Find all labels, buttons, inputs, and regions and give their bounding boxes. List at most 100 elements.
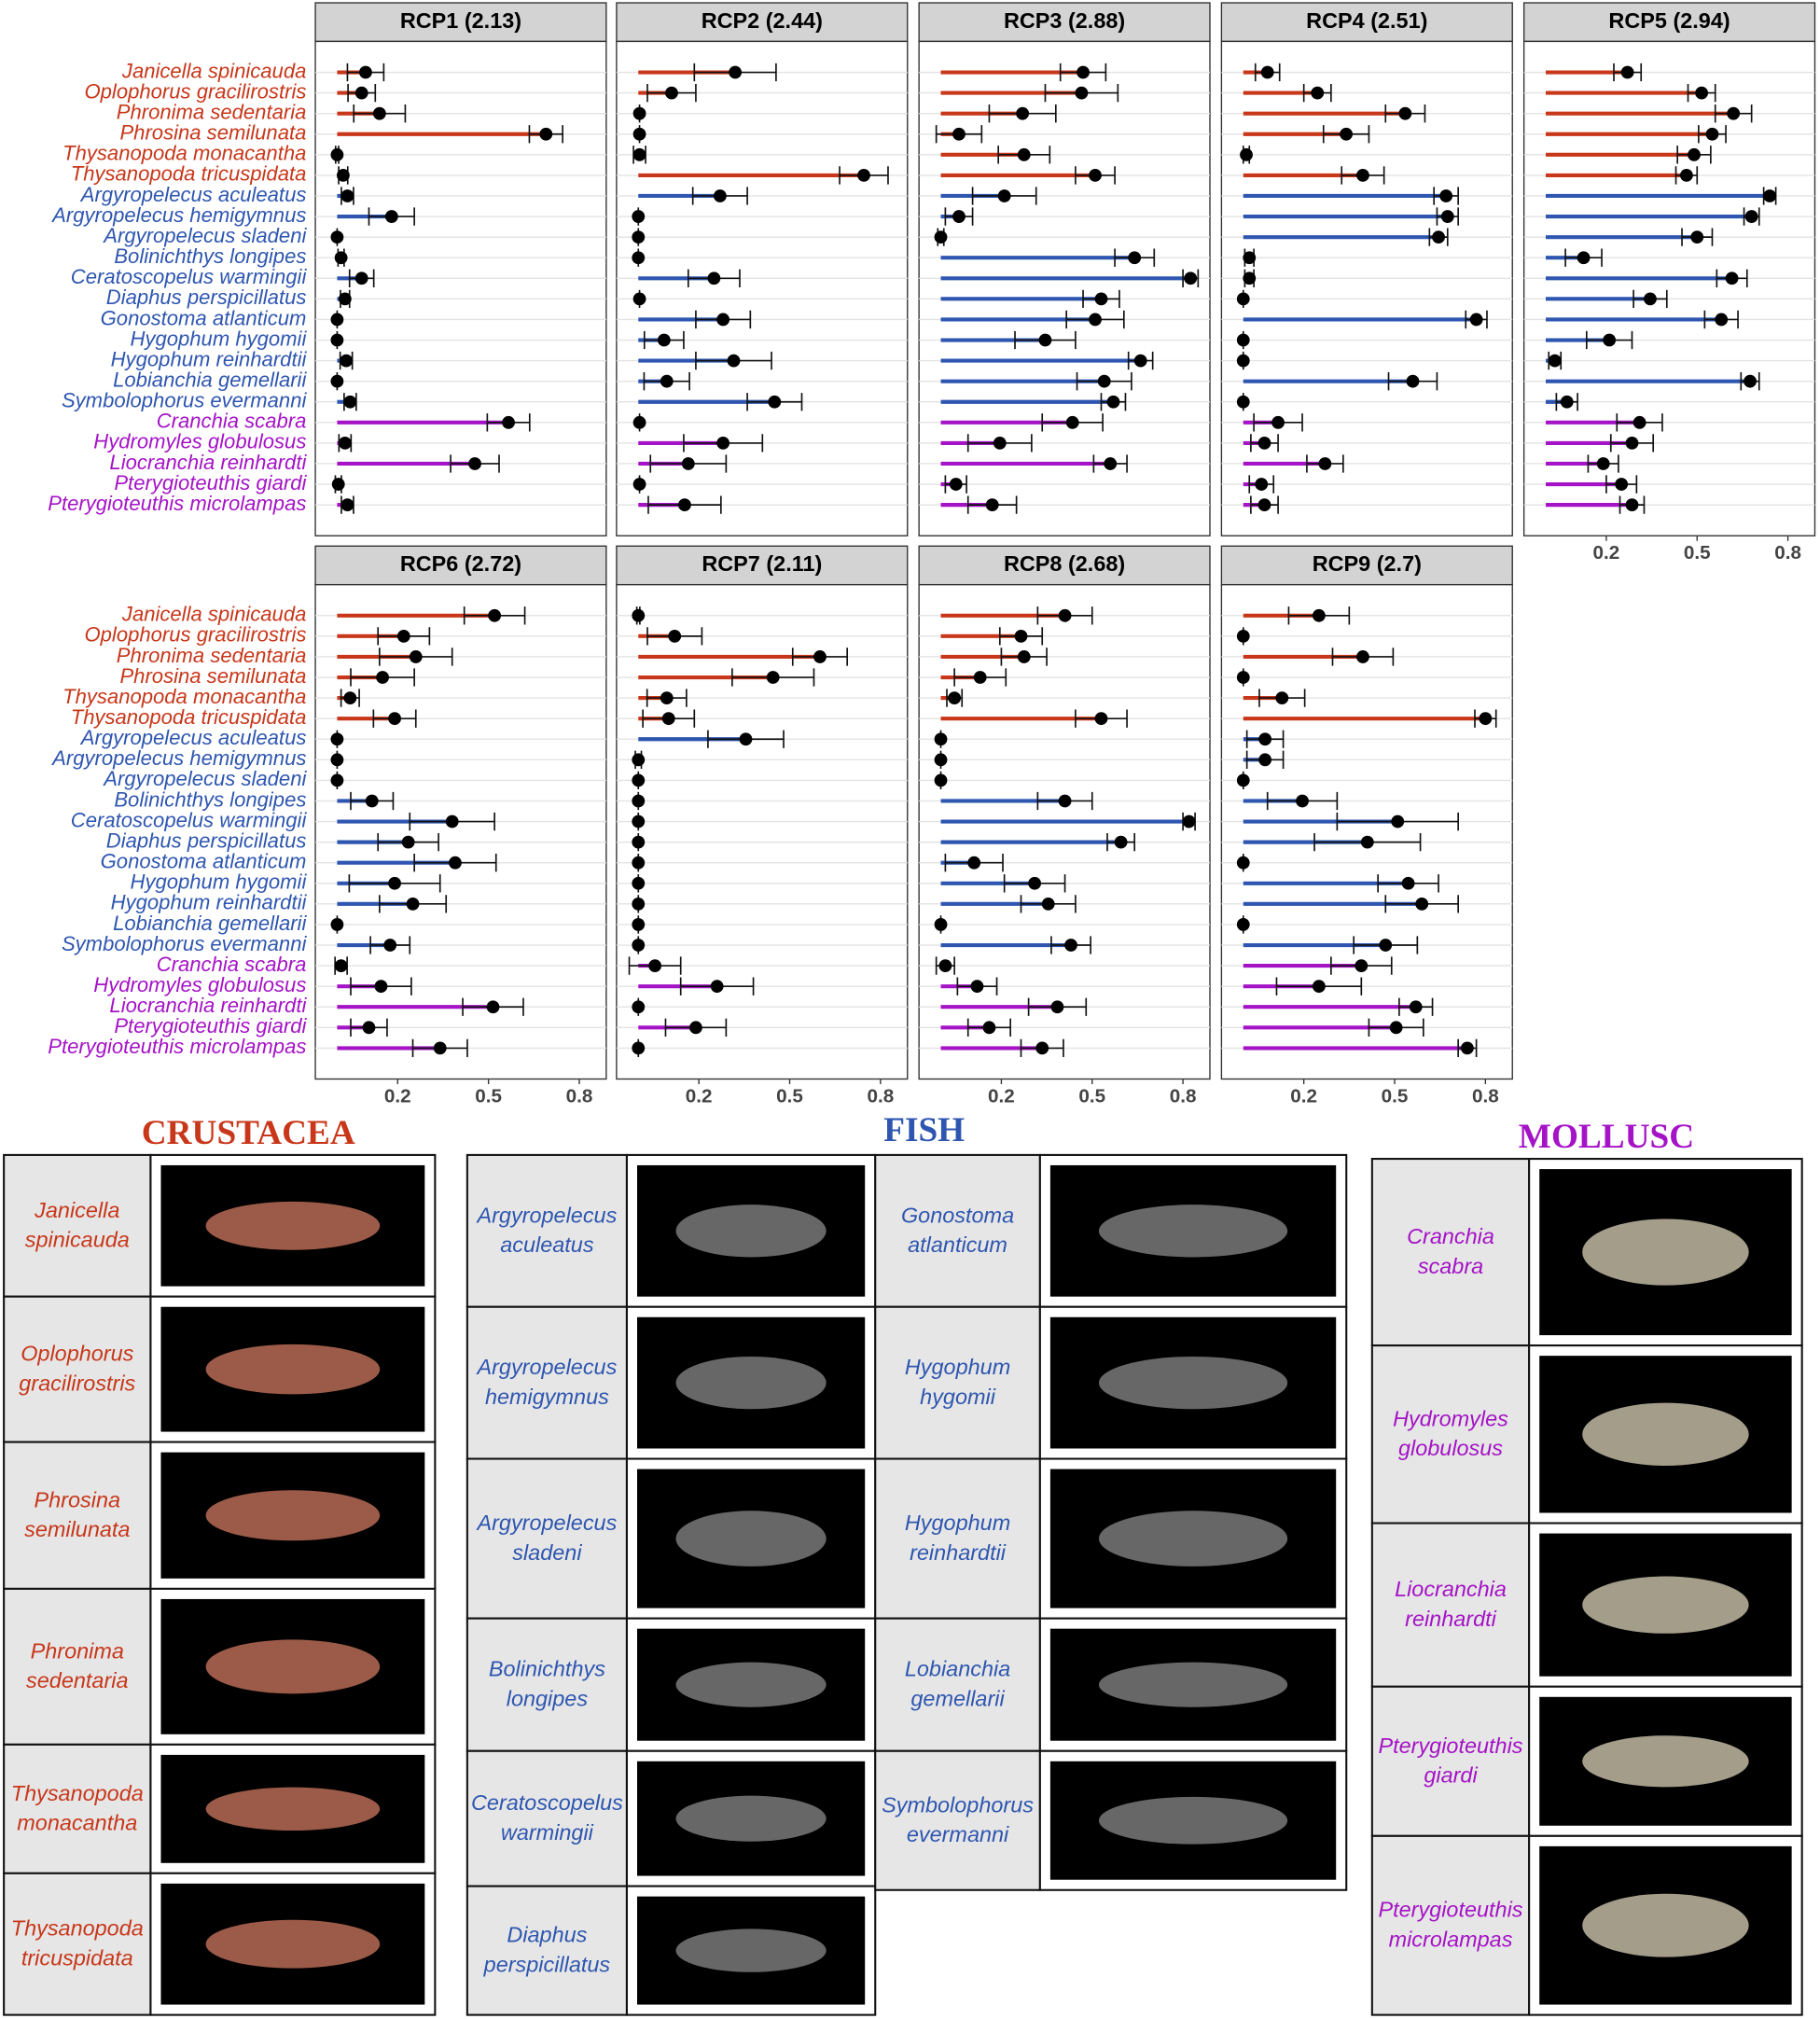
point [338,437,352,450]
point [632,773,646,787]
point [343,691,357,704]
point [1355,959,1368,972]
name-cell [3,1153,152,1298]
point [727,354,741,368]
name-cell [465,1885,628,2016]
point [1688,147,1701,161]
point [1695,86,1709,100]
point [1275,691,1289,704]
y-tick-label: Liocranchia reinhardti [109,451,307,474]
point [1680,169,1693,182]
point [376,671,389,684]
species-name: aculeatus [500,1232,594,1257]
point [997,189,1011,202]
panel [1220,40,1513,536]
y-tick-label: Phronima sedentaria [117,644,307,667]
specimen [205,1490,381,1541]
name-cell [1370,1522,1531,1688]
y-tick-label: Argyropelecus aculeatus [79,183,307,206]
panel [616,583,909,1080]
point [713,189,727,202]
point [1236,333,1250,347]
x-tick-label: 0.2 [1290,1085,1317,1107]
point [1460,1041,1474,1055]
y-tick-label: Argyropelecus aculeatus [79,726,307,749]
name-cell [465,1305,628,1460]
species-name: Phrosina [35,1487,121,1511]
point [1014,629,1028,643]
point [1596,457,1610,470]
species-name: Hygophum [905,1355,1010,1379]
species-name: warmingii [501,1820,594,1845]
point [632,127,646,141]
point [967,856,981,870]
point [632,415,646,429]
y-tick-label: Diaphus perspicillatus [106,285,307,309]
species-name: globulosus [1398,1436,1503,1460]
point [330,753,344,767]
species-name: Liocranchia [1395,1577,1507,1601]
point [330,374,344,388]
point [406,897,420,911]
point [707,272,721,285]
point [1690,230,1704,244]
name-cell [874,1617,1041,1752]
point [1548,354,1562,368]
y-tick-label: Argyropelecus hemigymnus [50,746,306,770]
point [1077,65,1090,79]
y-tick-label: Cranchia scabra [157,953,307,976]
strip [616,2,909,43]
point [1615,478,1629,491]
species-name: Gonostoma [901,1203,1014,1227]
y-tick-label: Argyropelecus hemigymnus [50,203,306,227]
point [970,980,984,994]
strip [1220,2,1513,43]
point [1398,106,1412,120]
strip [1220,545,1513,586]
point [668,629,682,643]
x-tick-label: 0.2 [384,1085,411,1107]
point [1236,395,1250,409]
name-cell [1370,1685,1531,1837]
species-name: Pterygioteuthis [1378,1734,1522,1758]
point [665,86,678,100]
point [1041,897,1055,911]
point [632,897,646,911]
strip [918,545,1211,586]
point [632,856,646,870]
point [716,437,730,450]
point [1050,1000,1064,1014]
species-name: microlampas [1389,1927,1513,1951]
x-tick-label: 0.8 [1170,1085,1197,1107]
x-tick-label: 0.8 [1774,542,1801,564]
species-name: Bolinichthys [489,1657,605,1681]
panel [1220,583,1513,1080]
species-name: Argyropelecus [475,1203,617,1227]
point [1236,671,1250,684]
y-tick-label: Pterygioteuthis microlampas [48,1035,306,1058]
point [384,210,398,223]
point [1705,127,1719,141]
point [1028,876,1042,890]
group-title: FISH [883,1111,965,1149]
panel-title: RCP7 (2.11) [702,551,822,576]
point [330,918,344,931]
point [716,313,730,327]
specimen [675,1795,827,1842]
name-cell [465,1457,628,1620]
point [1128,251,1142,265]
specimen [675,1928,827,1972]
point [1440,210,1454,223]
y-tick-label: Bolinichthys longipes [114,244,306,268]
point [383,939,397,952]
point [934,753,948,767]
species-name: spinicauda [25,1228,130,1252]
y-tick-label: Thysanopoda tricuspidata [71,162,307,186]
panel-title: RCP9 (2.7) [1313,551,1422,576]
x-tick-label: 0.2 [988,1085,1015,1107]
x-tick-label: 0.5 [475,1085,502,1107]
y-tick-label: Symbolophorus evermanni [62,389,308,412]
point [365,794,379,808]
point [1360,835,1374,849]
